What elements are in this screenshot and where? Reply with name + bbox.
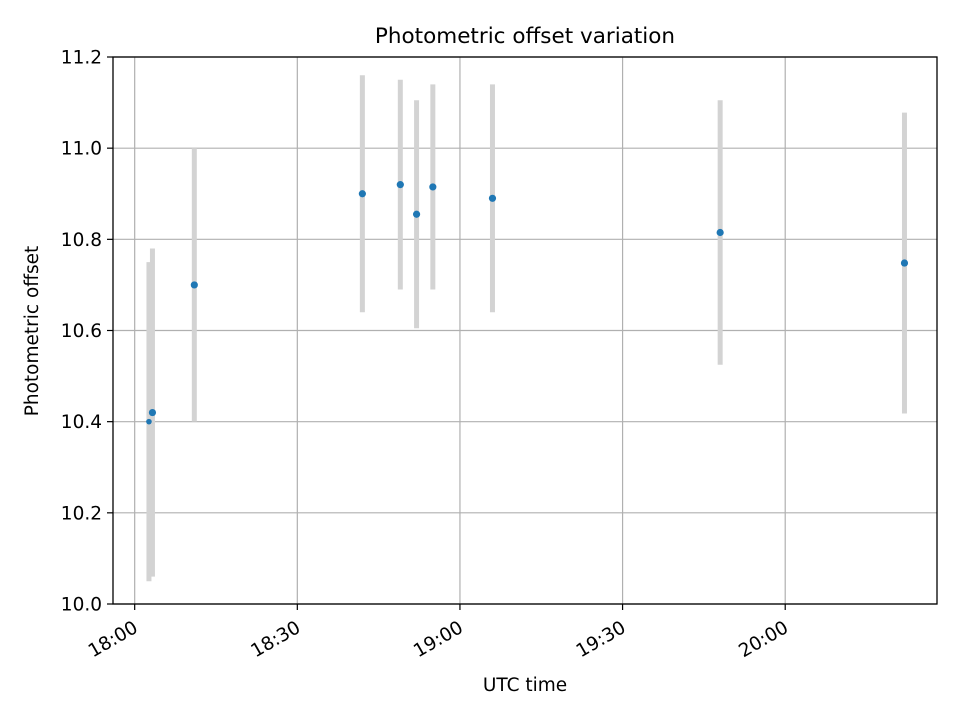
- data-point: [358, 190, 366, 198]
- data-point: [429, 183, 437, 191]
- data-points: [146, 181, 909, 425]
- data-point: [900, 259, 909, 267]
- y-tick-label: 11.0: [61, 139, 102, 160]
- data-point: [396, 181, 404, 189]
- data-point: [190, 281, 198, 289]
- y-tick-label: 10.0: [61, 595, 102, 616]
- x-axis-label: UTC time: [483, 675, 567, 696]
- y-tick-label: 11.2: [61, 48, 102, 69]
- y-axis-label: Photometric offset: [22, 246, 43, 417]
- y-tick-label: 10.4: [61, 412, 102, 433]
- data-point: [412, 210, 421, 218]
- y-tick-label: 10.2: [61, 503, 102, 524]
- y-axis-ticks: 10.0 10.2 10.4 10.6 10.8 11.0 11.2: [61, 48, 113, 616]
- data-point: [146, 418, 152, 425]
- data-point: [148, 408, 157, 417]
- chart-title: Photometric offset variation: [375, 24, 675, 49]
- data-point: [716, 228, 724, 237]
- y-tick-label: 10.8: [61, 230, 102, 251]
- data-point: [488, 194, 497, 202]
- y-tick-label: 10.6: [61, 321, 102, 342]
